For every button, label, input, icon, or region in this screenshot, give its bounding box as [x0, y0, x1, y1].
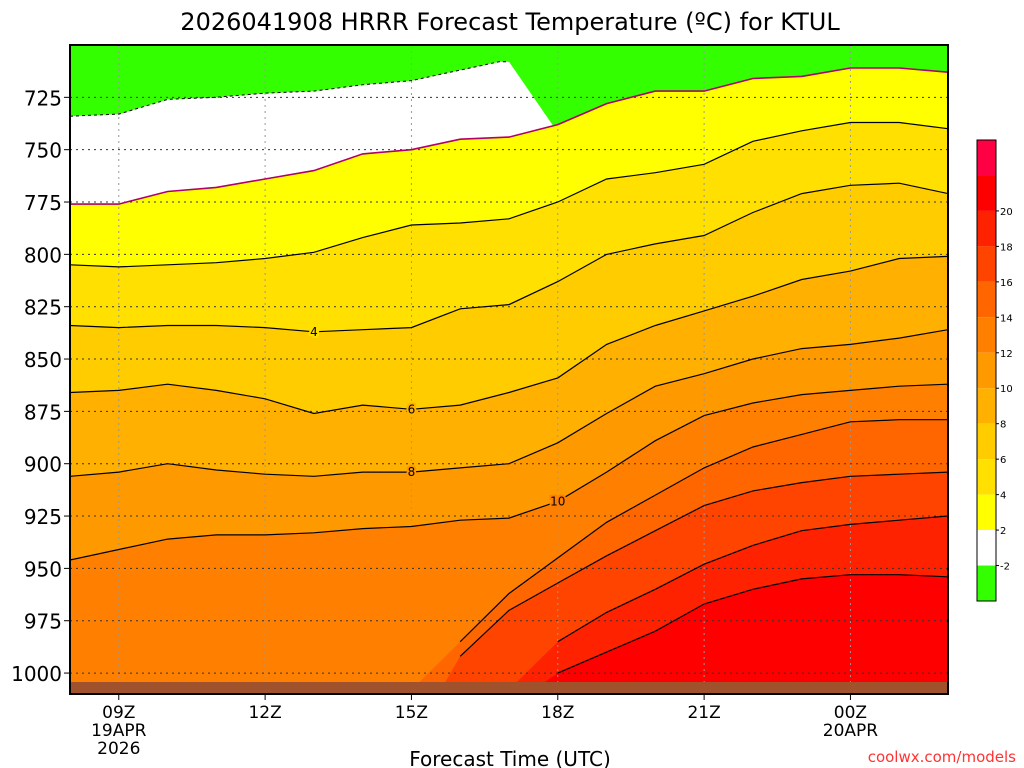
y-tick-label-875: 875 [24, 400, 62, 424]
x-tick-label-12Z: 12Z [248, 703, 281, 723]
colorbar-legend: -2 2 4 6 8 10 12 14 16 18 20 [976, 139, 1013, 602]
colorbar-swatch-2 [977, 210, 996, 247]
contour-fills [70, 45, 948, 693]
colorbar-swatch-12 [977, 565, 996, 601]
colorbar-label-9: 18 [1000, 242, 1013, 253]
colorbar-swatch-10 [977, 494, 996, 531]
colorbar-swatch-11 [977, 530, 996, 566]
colorbar-swatch-4 [977, 281, 996, 318]
colorbar-swatch-9 [977, 459, 996, 495]
x-tick-label-21Z: 21Z [687, 703, 720, 723]
contour-label-10: 10 [550, 494, 565, 508]
y-tick-label-975: 975 [24, 610, 62, 634]
contour-line-10 [70, 329, 948, 477]
x-date-label-5: 20APR [823, 721, 879, 741]
colorbar-label-10: 20 [1000, 207, 1013, 218]
colorbar-swatch-3 [977, 246, 996, 282]
y-tick-label-725: 725 [24, 86, 62, 110]
y-tick-label-900: 900 [24, 453, 62, 477]
y-tick-label-775: 775 [24, 191, 62, 215]
x-tick-label-18Z: 18Z [541, 703, 574, 723]
colorbar-label-3: 6 [1000, 455, 1006, 466]
y-tick-label-950: 950 [24, 557, 62, 581]
contour-line-16 [459, 471, 948, 657]
colorbar-swatch-6 [977, 352, 996, 389]
colorbar-label-1: 2 [1000, 526, 1006, 537]
plot-frame [69, 44, 949, 695]
y-tick-label-925: 925 [24, 505, 62, 529]
colorbar-label-8: 16 [1000, 278, 1013, 289]
contour-lines: 4 6 8 10 [70, 61, 948, 674]
colorbar-label-7: 14 [1000, 313, 1013, 324]
colorbar-label-0: -2 [1000, 562, 1010, 573]
contour-label-4: 4 [310, 325, 318, 339]
colorbar-swatch-1 [977, 175, 996, 211]
contour-label-8: 8 [408, 465, 416, 479]
contour-line-2 [70, 67, 948, 205]
contour-label-6: 6 [408, 402, 416, 416]
contour-line-4 [70, 121, 948, 268]
credit-text[interactable]: coolwx.com/models [868, 748, 1016, 766]
chart-title: 2026041908 HRRR Forecast Temperature (ºC… [180, 8, 840, 36]
y-axis: 725 750 775 800 825 850 875 900 925 950 975 1000 [11, 86, 70, 686]
y-tick-label-750: 750 [24, 139, 62, 163]
contour-line-8 [70, 255, 948, 415]
colorbar-swatch-5 [977, 317, 996, 353]
colorbar-frame [976, 139, 997, 602]
x-tick-label-00Z: 00Z [834, 703, 867, 723]
colorbar-label-2: 4 [1000, 491, 1006, 502]
y-tick-label-1000: 1000 [11, 662, 62, 686]
y-tick-label-850: 850 [24, 348, 62, 372]
contour-line-12 [70, 383, 948, 561]
x-tick-label-15Z: 15Z [395, 703, 428, 723]
colorbar-swatch-8 [977, 423, 996, 460]
contour-line-20 [557, 574, 948, 674]
colorbar-swatch-7 [977, 388, 996, 424]
y-tick-label-800: 800 [24, 243, 62, 267]
colorbar-label-5: 10 [1000, 384, 1013, 395]
x-year-label-0: 2026 [97, 739, 140, 759]
colorbar-label-4: 8 [1000, 420, 1006, 431]
contour-line-14 [459, 419, 948, 643]
colorbar-label-6: 12 [1000, 349, 1013, 360]
fill-band-20 [70, 574, 948, 693]
contour-line-18 [557, 515, 948, 643]
x-date-label-0: 19APR [91, 721, 147, 741]
ground-surface [70, 682, 948, 694]
y-tick-label-825: 825 [24, 296, 62, 320]
contour-line-6 [70, 182, 948, 333]
contour-line--2 [70, 61, 509, 117]
colorbar-swatch-0 [977, 140, 996, 176]
x-axis-label: Forecast Time (UTC) [409, 747, 611, 768]
x-tick-label-09Z: 09Z [102, 703, 135, 723]
